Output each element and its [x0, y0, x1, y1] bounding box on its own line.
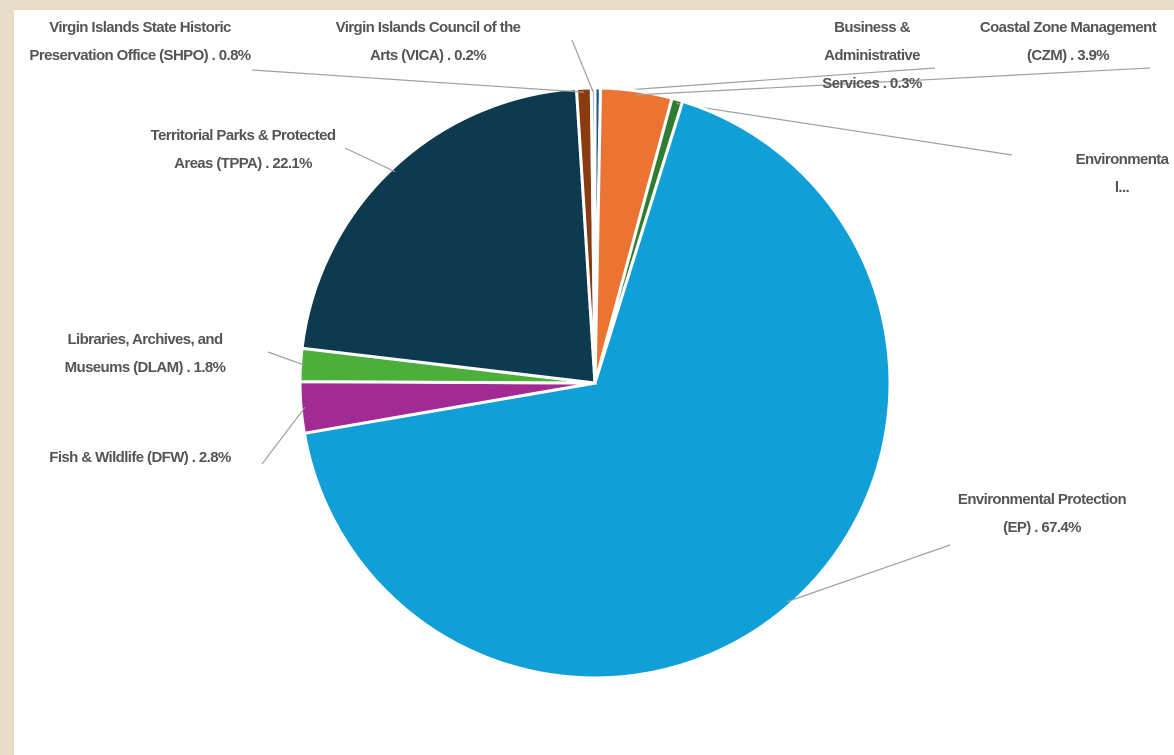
value-label: . 3.9% [1070, 47, 1110, 64]
leader-line [571, 39, 594, 93]
data-label: Virgin Islands Council of the Arts (VICA… [333, 14, 523, 70]
leader-line [344, 147, 396, 173]
category-label: Libraries, Archives, and Museums (DLAM) [64, 331, 224, 376]
leader-line [786, 544, 951, 603]
category-label: Business & Administrative Services [822, 19, 920, 92]
data-label: Libraries, Archives, and Museums (DLAM) … [45, 326, 245, 382]
value-label: . 2.8% [191, 449, 232, 466]
category-label: Territorial Parks & Protected Areas (TPP… [150, 127, 337, 172]
data-label: Business & Administrative Services . 0.3… [797, 14, 947, 98]
category-label: Environmental... [1075, 151, 1169, 196]
data-label: Fish & Wildlife (DFW) . 2.8% [20, 444, 260, 472]
data-label: Environmental Protection (EP) . 67.4% [955, 486, 1130, 542]
data-label: Environmental... [1070, 146, 1174, 202]
value-label: . 1.8% [186, 359, 226, 376]
pie-slice [302, 99, 892, 680]
pie-slice [300, 86, 597, 385]
value-label: . 22.1% [265, 155, 312, 172]
value-label: . 0.2% [447, 47, 487, 64]
leader-line [597, 67, 936, 93]
value-label: . 67.4% [1034, 519, 1081, 536]
category-label: Fish & Wildlife (DFW) [49, 449, 189, 466]
data-label: Territorial Parks & Protected Areas (TPP… [143, 122, 343, 178]
data-label: Virgin Islands State Historic Preservati… [20, 14, 260, 70]
category-label: Environmental Protection (EP) [957, 491, 1127, 536]
leader-line [267, 351, 305, 366]
category-label: Virgin Islands Council of the Arts (VICA… [335, 19, 521, 64]
value-label: . 0.8% [211, 47, 252, 64]
category-label: Virgin Islands State Historic Preservati… [29, 19, 231, 64]
category-label: Coastal Zone Management (CZM) [979, 19, 1157, 64]
leader-line [676, 102, 1013, 156]
leader-line [636, 67, 1151, 96]
leader-line [261, 406, 306, 465]
value-label: . 0.3% [882, 75, 923, 92]
leader-line [251, 69, 585, 93]
data-label: Coastal Zone Management (CZM) . 3.9% [973, 14, 1163, 70]
